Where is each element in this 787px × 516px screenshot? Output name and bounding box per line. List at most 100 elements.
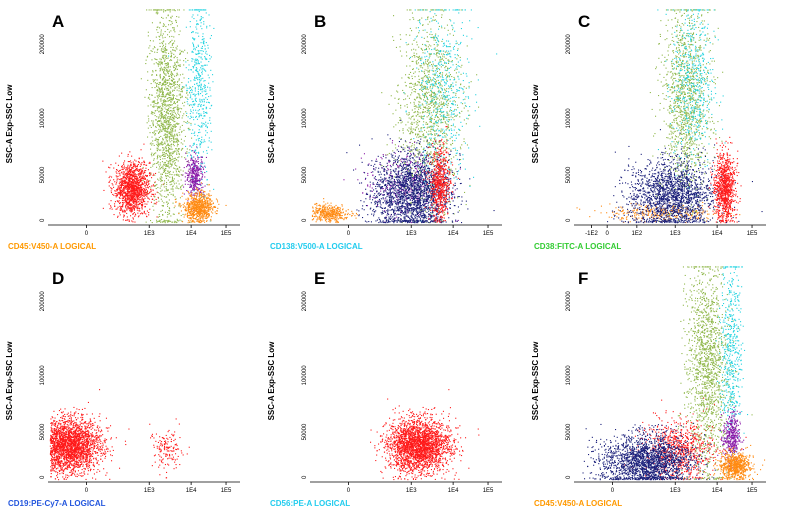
data-point	[194, 179, 196, 181]
data-point	[146, 192, 148, 194]
data-point	[436, 96, 438, 98]
data-point	[178, 9, 180, 11]
data-point	[435, 113, 437, 115]
data-point	[165, 164, 167, 166]
data-point	[114, 205, 116, 207]
data-point	[123, 180, 125, 182]
data-point	[188, 88, 190, 90]
data-point	[152, 106, 154, 108]
data-point	[195, 97, 197, 99]
data-point	[207, 44, 209, 46]
data-point	[164, 60, 166, 62]
data-point	[130, 199, 132, 201]
data-point	[414, 82, 416, 84]
data-point	[159, 162, 161, 164]
data-point	[162, 101, 164, 103]
data-point	[163, 169, 165, 171]
data-point	[198, 188, 200, 190]
data-point	[125, 219, 127, 221]
data-point	[189, 203, 191, 205]
data-point	[138, 203, 140, 205]
data-point	[162, 137, 164, 139]
data-point	[191, 201, 193, 203]
data-point	[164, 54, 166, 56]
data-point	[184, 209, 186, 211]
data-point	[136, 188, 138, 190]
data-point	[197, 86, 199, 88]
data-point	[165, 80, 167, 82]
data-point	[450, 158, 452, 160]
data-point	[204, 172, 206, 174]
data-point	[166, 110, 168, 112]
data-point	[137, 161, 139, 163]
data-point	[165, 196, 167, 198]
data-point	[173, 151, 175, 153]
data-point	[190, 209, 192, 211]
data-point	[430, 151, 432, 153]
data-point	[165, 119, 167, 121]
data-point	[206, 214, 208, 216]
data-point	[199, 195, 201, 197]
data-point	[330, 209, 332, 211]
data-point	[116, 169, 118, 171]
data-point	[159, 219, 161, 221]
data-point	[122, 184, 124, 186]
data-point	[207, 204, 209, 206]
data-point	[125, 182, 127, 184]
data-point	[133, 175, 135, 177]
data-point	[154, 100, 156, 102]
data-point	[196, 171, 198, 173]
data-point	[172, 65, 174, 67]
data-point	[431, 64, 433, 66]
data-point	[145, 175, 147, 177]
data-point	[159, 158, 161, 160]
data-point	[217, 201, 219, 203]
data-point	[137, 197, 139, 199]
data-point	[102, 160, 104, 162]
data-point	[195, 209, 197, 211]
data-point	[326, 213, 328, 215]
data-point	[159, 58, 161, 60]
data-point	[122, 179, 124, 181]
data-point	[325, 206, 327, 208]
data-point	[161, 221, 163, 223]
data-point	[162, 43, 164, 45]
data-point	[153, 173, 155, 175]
data-point	[324, 211, 326, 213]
data-point	[156, 166, 158, 168]
data-point	[130, 163, 132, 165]
data-point	[131, 193, 133, 195]
data-point	[186, 210, 188, 212]
data-point	[324, 220, 326, 222]
data-point	[167, 63, 169, 65]
data-point	[324, 218, 326, 220]
data-point	[207, 47, 209, 49]
data-point	[159, 61, 161, 63]
data-point	[169, 210, 171, 212]
data-point	[171, 129, 173, 131]
data-point	[169, 176, 171, 178]
data-point	[327, 209, 329, 211]
data-point	[206, 216, 208, 218]
data-point	[201, 210, 203, 212]
data-point	[204, 208, 206, 210]
data-point	[155, 162, 157, 164]
data-point	[204, 56, 206, 58]
data-point	[173, 110, 175, 112]
data-point	[194, 177, 196, 179]
data-point	[193, 188, 195, 190]
data-point	[154, 9, 156, 11]
data-point	[193, 104, 195, 106]
data-point	[159, 177, 161, 179]
data-point	[151, 155, 153, 157]
data-point	[175, 174, 177, 176]
data-point	[445, 133, 447, 135]
data-point	[158, 164, 160, 166]
data-point	[174, 81, 176, 83]
data-point	[162, 99, 164, 101]
data-point	[339, 214, 341, 216]
data-point	[168, 99, 170, 101]
data-point	[168, 108, 170, 110]
data-point	[197, 193, 199, 195]
data-point	[161, 35, 163, 37]
